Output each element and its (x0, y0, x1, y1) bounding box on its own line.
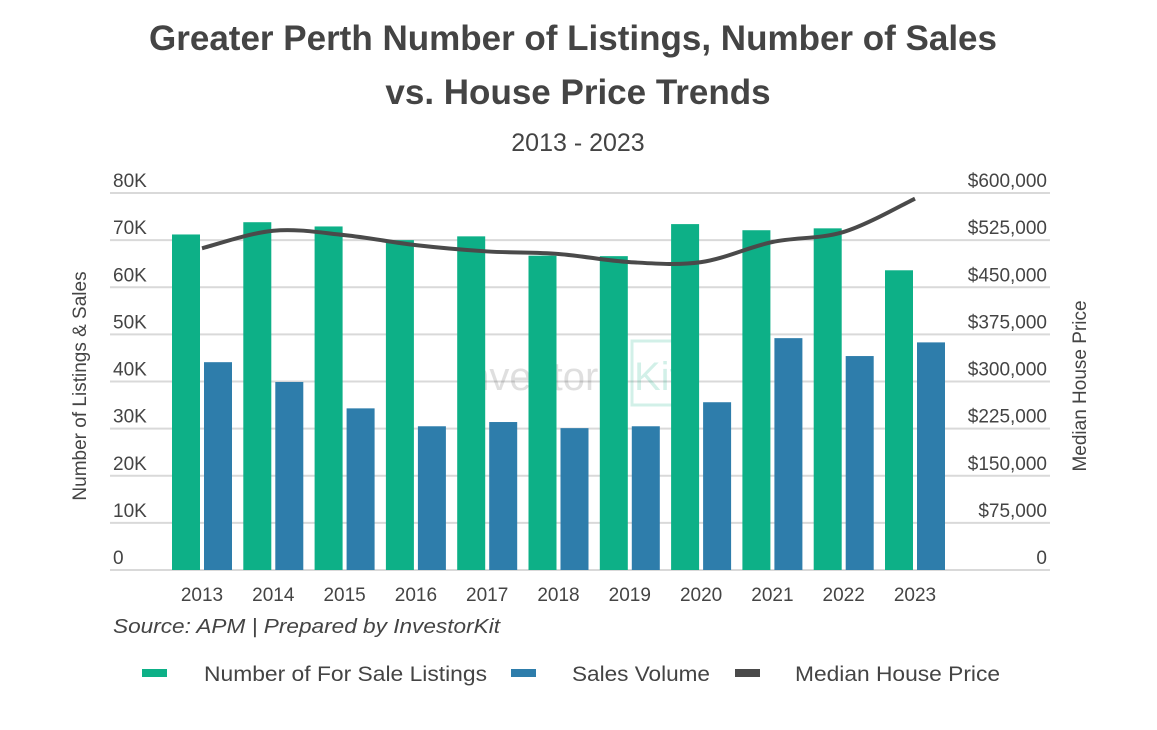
y-tick-label: 30K (113, 407, 147, 428)
median-price-line (201, 196, 916, 266)
bar-listings-2016 (385, 240, 414, 570)
x-tick-label: 2018 (537, 585, 579, 606)
y2-tick-label: $600,000 (968, 171, 1047, 192)
x-tick-label: 2023 (894, 585, 936, 606)
y-tick-label: 50K (113, 312, 147, 333)
bar-sales-2019 (631, 426, 660, 570)
chart-subtitle: 2013 - 2023 (511, 129, 644, 157)
y-tick-label: 0 (113, 548, 124, 569)
y2-tick-label: $300,000 (968, 360, 1047, 381)
legend-swatch-price (735, 669, 760, 677)
bar-listings-2022 (813, 228, 842, 570)
legend-label-price: Median House Price (795, 663, 1000, 686)
x-tick-label: 2017 (466, 585, 508, 606)
chart-title-line-1: Greater Perth Number of Listings, Number… (149, 19, 997, 58)
y-tick-label: 20K (113, 454, 147, 475)
bar-sales-2023 (917, 342, 945, 570)
x-tick-label: 2013 (181, 585, 223, 606)
y-axis-title: Number of Listings & Sales (70, 271, 91, 500)
bar-listings-2019 (599, 256, 628, 570)
y2-tick-label: $525,000 (968, 218, 1047, 239)
bar-sales-2016 (417, 426, 446, 570)
y2-tick-label: 0 (1036, 548, 1047, 569)
bar-listings-2023 (885, 270, 913, 570)
bar-listings-2018 (528, 255, 557, 570)
y-tick-label: 70K (113, 218, 147, 239)
y-tick-label: 80K (113, 171, 147, 192)
legend-swatch-sales (511, 669, 536, 677)
bar-sales-2017 (489, 422, 518, 570)
x-tick-label: 2015 (323, 585, 365, 606)
investorkit-watermark: Investor Kit (456, 339, 695, 407)
legend-label-sales: Sales Volume (572, 663, 710, 686)
y-tick-label: 60K (113, 265, 147, 286)
bar-sales-2020 (703, 402, 732, 570)
legend: Number of For Sale Listings Sales Volume… (142, 663, 1000, 686)
y2-tick-label: $75,000 (978, 501, 1047, 522)
bar-listings-2021 (742, 230, 771, 570)
bar-listings-2017 (457, 236, 486, 571)
bar-listings-2014 (243, 222, 272, 570)
bar-sales-2021 (774, 338, 803, 570)
y2-tick-label: $225,000 (968, 407, 1047, 428)
bar-listings-2015 (314, 226, 343, 571)
bar-listings-2020 (671, 224, 700, 571)
y2-tick-label: $150,000 (968, 454, 1047, 475)
bar-sales-2022 (845, 356, 874, 570)
bar-sales-2018 (560, 428, 589, 570)
bar-sales-2013 (204, 362, 232, 570)
chart-title-line-2: vs. House Price Trends (385, 73, 770, 112)
y-tick-label: 10K (113, 501, 147, 522)
bar-sales-2015 (346, 408, 375, 570)
y2-tick-label: $450,000 (968, 265, 1047, 286)
legend-label-listings: Number of For Sale Listings (204, 663, 487, 686)
legend-swatch-listings (142, 669, 167, 677)
source-note: Source: APM | Prepared by InvestorKit (113, 616, 502, 638)
y-tick-label: 40K (113, 360, 147, 381)
y2-tick-label: $375,000 (968, 312, 1047, 333)
x-tick-label: 2021 (751, 585, 793, 606)
x-tick-label: 2022 (823, 585, 865, 606)
x-tick-label: 2019 (609, 585, 651, 606)
bar-listings-2013 (172, 234, 200, 570)
x-tick-label: 2016 (395, 585, 437, 606)
x-tick-label: 2014 (252, 585, 295, 606)
bar-sales-2014 (275, 381, 304, 570)
y2-axis-title: Median House Price (1070, 300, 1091, 471)
x-tick-label: 2020 (680, 585, 722, 606)
